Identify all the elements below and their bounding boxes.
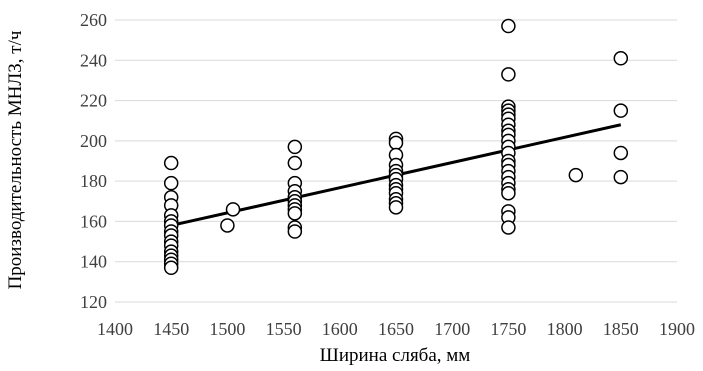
- data-point: [163, 260, 179, 276]
- data-point: [163, 175, 179, 191]
- data-point: [163, 155, 179, 171]
- data-point: [501, 67, 516, 82]
- y-tick-label: 240: [80, 50, 107, 70]
- x-axis-title: Ширина сляба, мм: [320, 345, 471, 366]
- data-point: [287, 139, 303, 155]
- x-tick-label: 1800: [547, 319, 583, 339]
- x-tick-label: 1550: [266, 319, 302, 339]
- x-tick-label: 1750: [490, 319, 526, 339]
- y-tick-label: 180: [80, 171, 107, 191]
- y-tick-label: 140: [80, 252, 107, 272]
- data-point: [501, 220, 516, 235]
- data-point: [388, 135, 404, 151]
- x-tick-label: 1850: [603, 319, 639, 339]
- x-tick-label: 1400: [97, 319, 133, 339]
- y-axis-title: Производительность МНЛЗ, т/ч: [5, 30, 26, 289]
- points-layer: [163, 18, 629, 276]
- x-tick-label: 1650: [378, 319, 414, 339]
- data-point: [220, 218, 235, 233]
- y-tick-label: 120: [80, 292, 107, 312]
- data-point: [501, 18, 516, 34]
- data-point: [613, 169, 629, 185]
- labels-layer: 120 140 160 180 200 220 240 260 1400 1450 1500 1550…: [80, 10, 695, 339]
- y-tick-label: 200: [80, 131, 107, 151]
- data-point: [613, 145, 629, 161]
- data-point: [501, 185, 516, 201]
- x-tick-label: 1500: [209, 319, 245, 339]
- data-point: [613, 51, 629, 66]
- y-tick-label: 160: [80, 211, 107, 231]
- y-tick-label: 260: [80, 10, 107, 30]
- x-tick-label: 1600: [322, 319, 358, 339]
- data-point: [388, 200, 404, 215]
- data-point: [613, 103, 629, 118]
- x-tick-label: 1450: [153, 319, 189, 339]
- y-tick-label: 220: [80, 91, 107, 111]
- data-point: [287, 224, 303, 239]
- data-point: [225, 202, 241, 217]
- data-point: [287, 155, 303, 171]
- x-tick-label: 1700: [434, 319, 470, 339]
- data-point: [568, 167, 584, 183]
- data-point: [287, 206, 303, 221]
- x-tick-label: 1900: [659, 319, 695, 339]
